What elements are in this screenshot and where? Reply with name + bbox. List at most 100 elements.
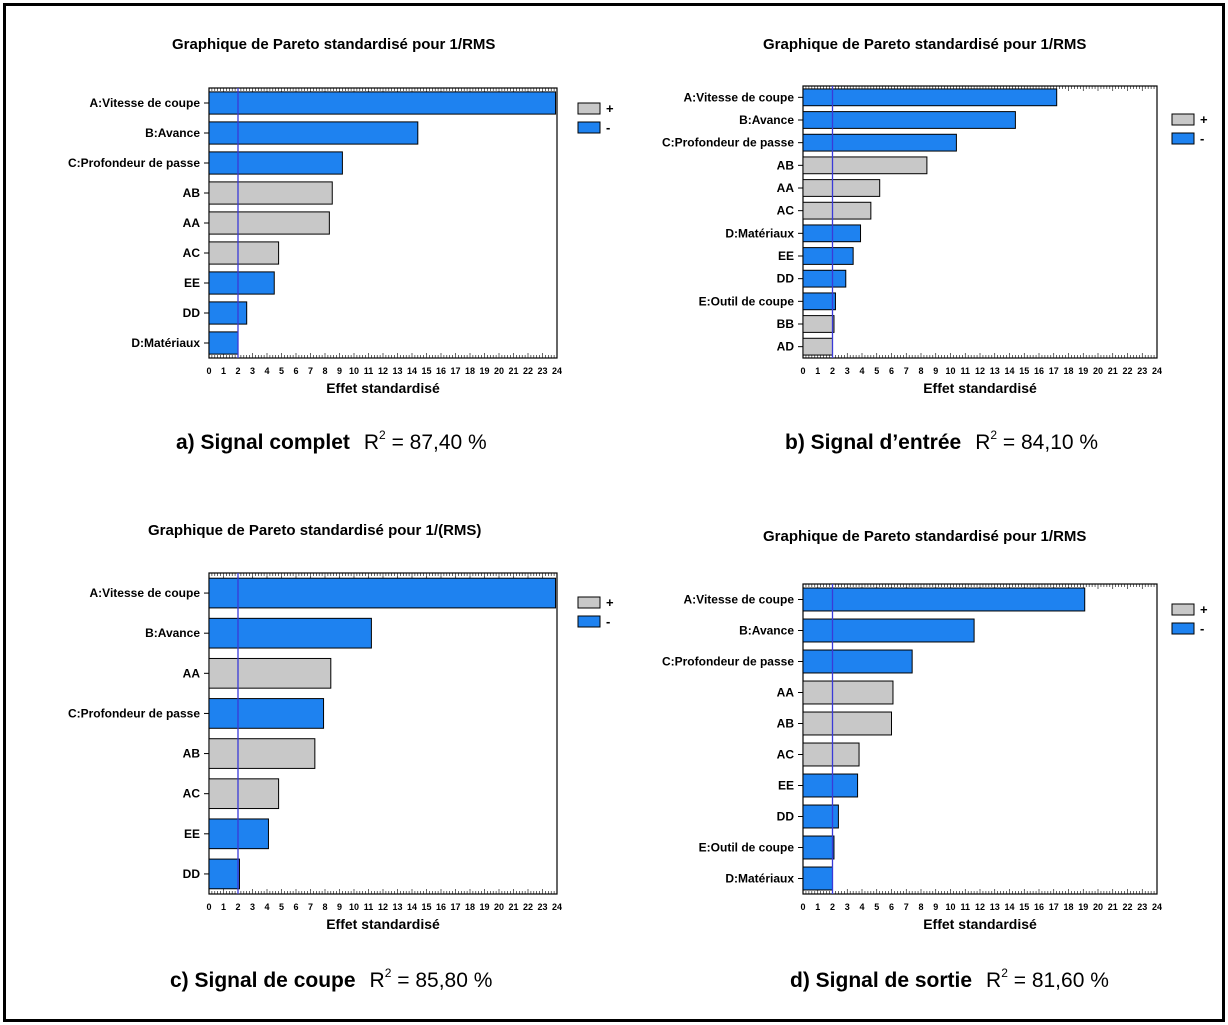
x-tick-label: 5: [279, 902, 284, 912]
r-squared-value: = 87,40 %: [385, 431, 487, 454]
x-tick-label: 18: [465, 366, 475, 376]
r-symbol: R: [975, 431, 991, 454]
legend-swatch-negative: [577, 615, 601, 628]
x-tick-label: 14: [1004, 902, 1014, 912]
x-tick-label: 5: [279, 366, 284, 376]
bar: [208, 698, 325, 729]
x-tick-label: 2: [830, 902, 835, 912]
x-tick-label: 11: [364, 902, 374, 912]
x-tick-label: 15: [1019, 902, 1029, 912]
legend-swatch-negative: [1171, 132, 1195, 145]
category-label: EE: [778, 249, 794, 263]
x-tick-label: 11: [364, 366, 374, 376]
figure-frame: [3, 3, 1225, 1022]
x-tick-label: 12: [378, 366, 388, 376]
x-tick-label: 15: [1019, 366, 1029, 376]
category-label: BB: [777, 317, 795, 331]
category-label: AA: [183, 666, 201, 680]
category-label: C:Profondeur de passe: [68, 706, 200, 720]
legend-label: +: [1200, 112, 1208, 127]
x-tick-label: 20: [1093, 366, 1103, 376]
x-tick-label: 3: [250, 902, 255, 912]
category-label: EE: [184, 276, 200, 290]
x-tick-label: 7: [904, 902, 909, 912]
x-tick-label: 6: [889, 366, 894, 376]
x-axis-title: Effet standardisé: [923, 916, 1037, 932]
x-tick-label: 5: [874, 902, 879, 912]
x-tick-label: 10: [349, 366, 359, 376]
x-tick-label: 14: [407, 366, 417, 376]
legend-swatch-positive: [577, 102, 601, 115]
caption-label: a) Signal complet: [176, 431, 350, 454]
r-squared-label: R2 = 87,40 %: [363, 428, 487, 454]
x-tick-label: 18: [1063, 902, 1073, 912]
category-label: E:Outil de coupe: [699, 294, 795, 308]
category-label: A:Vitesse de coupe: [90, 96, 201, 110]
x-tick-label: 8: [918, 902, 923, 912]
r-squared-value: = 84,10 %: [997, 431, 1099, 454]
x-tick-label: 9: [337, 366, 342, 376]
category-label: AA: [777, 181, 795, 195]
x-tick-label: 1: [815, 366, 820, 376]
x-tick-label: 22: [523, 366, 533, 376]
legend-label: +: [606, 101, 614, 116]
x-axis-title: Effet standardisé: [923, 380, 1037, 396]
x-tick-label: 17: [450, 366, 460, 376]
x-tick-label: 20: [494, 366, 504, 376]
category-label: A:Vitesse de coupe: [684, 593, 795, 607]
category-label: DD: [777, 272, 795, 286]
x-tick-label: 10: [945, 902, 955, 912]
x-tick-label: 7: [308, 366, 313, 376]
caption: d) Signal de sortie R2 = 81,60 %: [790, 966, 1109, 993]
r-symbol: R: [363, 431, 380, 454]
bar: [802, 680, 894, 705]
x-tick-label: 6: [293, 366, 298, 376]
pareto-chart-a: A:Vitesse de coupe B:Avance C:Profondeur d…: [68, 87, 614, 396]
caption: c) Signal de coupe R2 = 85,80 %: [170, 966, 492, 993]
bar: [802, 618, 975, 643]
bar: [208, 657, 332, 689]
x-tick-label: 0: [206, 366, 211, 376]
x-tick-label: 7: [904, 366, 909, 376]
category-label: B:Avance: [145, 126, 200, 140]
x-tick-label: 15: [421, 366, 431, 376]
x-tick-label: 19: [1078, 366, 1088, 376]
legend-label: +: [606, 595, 614, 610]
r-exponent: 2: [990, 428, 998, 442]
x-tick-label: 1: [815, 902, 820, 912]
category-label: C:Profondeur de passe: [662, 136, 794, 150]
legend-swatch-positive: [577, 596, 601, 609]
x-tick-label: 22: [1122, 902, 1132, 912]
category-label: AB: [183, 747, 201, 761]
category-label: A:Vitesse de coupe: [90, 586, 201, 600]
x-tick-label: 1: [221, 366, 226, 376]
x-tick-label: 3: [845, 366, 850, 376]
x-tick-label: 8: [322, 366, 327, 376]
x-tick-label: 21: [1108, 366, 1118, 376]
caption-label: c) Signal de coupe: [170, 969, 356, 992]
bar: [802, 587, 1086, 612]
caption-label: d) Signal de sortie: [790, 969, 973, 992]
category-label: D:Matériaux: [725, 872, 794, 886]
x-tick-label: 19: [479, 902, 489, 912]
x-tick-label: 16: [1034, 366, 1044, 376]
x-tick-label: 18: [1063, 366, 1073, 376]
caption: a) Signal complet R2 = 87,40 %: [176, 428, 487, 455]
legend-swatch-positive: [1171, 113, 1195, 126]
chart-title: Graphique de Pareto standardisé pour 1/R…: [763, 528, 1087, 545]
legend-label: -: [1200, 621, 1204, 636]
x-tick-label: 16: [436, 366, 446, 376]
x-tick-label: 11: [960, 902, 970, 912]
bar: [208, 577, 557, 609]
bar: [802, 866, 833, 891]
x-tick-label: 19: [1078, 902, 1088, 912]
bar: [802, 711, 892, 736]
chart-title: Graphique de Pareto standardisé pour 1/R…: [763, 36, 1087, 53]
x-axis-title: Effet standardisé: [326, 916, 440, 932]
legend-swatch-positive: [1171, 603, 1195, 616]
x-tick-label: 3: [250, 366, 255, 376]
x-tick-label: 17: [1049, 366, 1059, 376]
x-tick-label: 13: [990, 902, 1000, 912]
x-tick-label: 6: [293, 902, 298, 912]
x-tick-label: 13: [392, 366, 402, 376]
